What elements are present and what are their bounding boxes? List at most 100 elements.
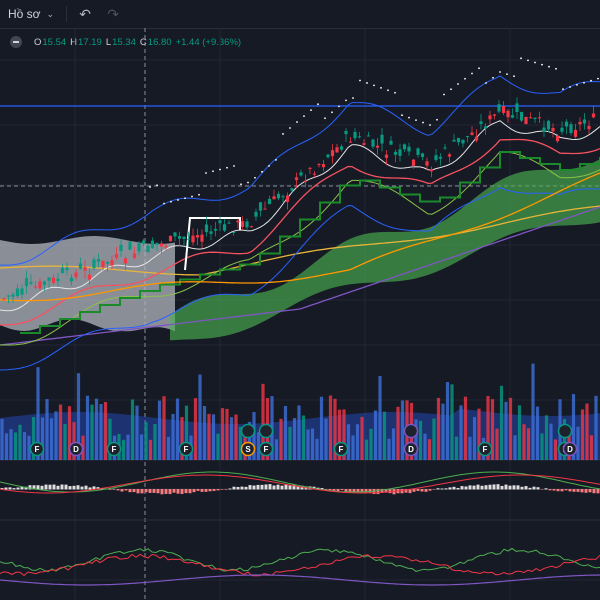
macd-histogram-bar (168, 489, 172, 495)
psar-dot (394, 91, 396, 94)
macd-histogram-bar (236, 486, 240, 490)
macd-histogram-bar (552, 489, 556, 491)
macd-histogram-bar (384, 489, 388, 493)
kijun-line (20, 151, 600, 334)
candle-up (254, 211, 258, 217)
volume-bar (544, 415, 549, 460)
event-marker-dividend[interactable]: D (403, 441, 419, 457)
psar-dot (226, 166, 228, 169)
minus-circle-icon[interactable] (10, 36, 22, 48)
candle-down (51, 277, 56, 283)
psar-dot (597, 77, 599, 80)
volume-bar (432, 418, 436, 460)
candle-up (569, 124, 573, 133)
macd-histogram-bar (476, 484, 480, 490)
adx-line (0, 574, 600, 586)
volume-bar (27, 435, 31, 460)
event-marker-financial[interactable]: F (106, 441, 122, 457)
candle-up (128, 241, 132, 250)
candle-up (560, 127, 564, 132)
psar-dot (331, 111, 333, 114)
candle-up (105, 261, 110, 264)
volume-bar (22, 432, 27, 460)
macd-histogram-bar (332, 489, 336, 491)
psar-dot (233, 165, 235, 167)
candle-up (326, 154, 330, 158)
volume-bar (517, 405, 522, 460)
macd-histogram-bar (500, 485, 504, 490)
kumo-bullish (170, 159, 600, 341)
macd-histogram-bar (116, 489, 120, 491)
candle-up (11, 294, 15, 297)
candle-up (402, 144, 407, 150)
event-marker-circle (258, 441, 274, 457)
macd-histogram-bar (496, 484, 500, 490)
volume-bar (99, 404, 103, 460)
candle-down (191, 235, 195, 243)
macd-histogram-bar (108, 489, 112, 490)
macd-histogram-bar (252, 485, 256, 490)
volume-bar (499, 385, 504, 460)
volume-bar (418, 420, 423, 460)
profile-menu[interactable]: Hồ sơ ⌄ (0, 0, 62, 28)
volume-bar (508, 397, 513, 460)
volume-bar (0, 418, 4, 460)
candle-down (537, 117, 542, 119)
macd-histogram-bar (280, 485, 284, 490)
macd-histogram-bar (324, 489, 328, 490)
kumo-bearish (0, 236, 175, 332)
event-marker-financial[interactable]: F (477, 441, 493, 457)
redo-icon[interactable]: ↷ (107, 5, 119, 22)
macd-histogram-bar (348, 489, 352, 493)
psar-dot (156, 184, 158, 187)
macd-histogram-bar (360, 489, 364, 493)
psar-dot (240, 183, 242, 186)
candle-up (420, 153, 425, 157)
event-marker-financial[interactable]: F (333, 441, 349, 457)
candle-up (29, 282, 33, 284)
volume-bar (346, 424, 351, 460)
psar-dot (555, 67, 557, 70)
psar-dot (541, 63, 543, 66)
event-marker-split[interactable]: S (240, 441, 256, 457)
psar-dot (436, 118, 438, 121)
volume-bar (193, 398, 198, 460)
volume-bar (220, 408, 225, 460)
macd-histogram-bar (172, 489, 176, 493)
event-marker-circle (562, 441, 578, 457)
macd-histogram-bar (532, 486, 536, 490)
volume-bar (229, 417, 234, 460)
volume-bar (139, 434, 144, 460)
psar-dot (457, 83, 459, 85)
macd-histogram-bar (564, 489, 568, 491)
macd-histogram-bar (240, 486, 244, 490)
candle-down (303, 180, 308, 182)
event-marker-dividend[interactable]: D (562, 441, 578, 457)
psar-dot (506, 73, 508, 75)
macd-histogram-bar (464, 486, 468, 490)
macd-histogram-bar (504, 484, 508, 490)
psar-dot (450, 88, 452, 91)
event-marker-financial[interactable]: F (258, 441, 274, 457)
event-marker-circle (29, 441, 45, 457)
candle-down (294, 177, 299, 181)
undo-icon[interactable]: ↶ (79, 5, 91, 22)
macd-histogram-bar (260, 484, 264, 490)
macd-histogram-bar (524, 486, 528, 490)
event-marker-financial[interactable]: F (178, 441, 194, 457)
volume-bar (45, 399, 49, 460)
psar-dot (520, 57, 522, 60)
event-marker-circle (403, 423, 419, 439)
event-marker-financial[interactable]: F (29, 441, 45, 457)
volume-bar (184, 405, 189, 460)
candle-up (416, 148, 420, 155)
psar-dot (268, 164, 270, 167)
candle-down (240, 221, 245, 227)
open-label: O (34, 36, 42, 48)
candle-down (591, 113, 596, 118)
candle-up (20, 288, 24, 295)
macd-histogram-bar (444, 488, 448, 490)
macd-histogram-bar (408, 489, 412, 494)
event-marker-dividend[interactable]: D (68, 441, 84, 457)
